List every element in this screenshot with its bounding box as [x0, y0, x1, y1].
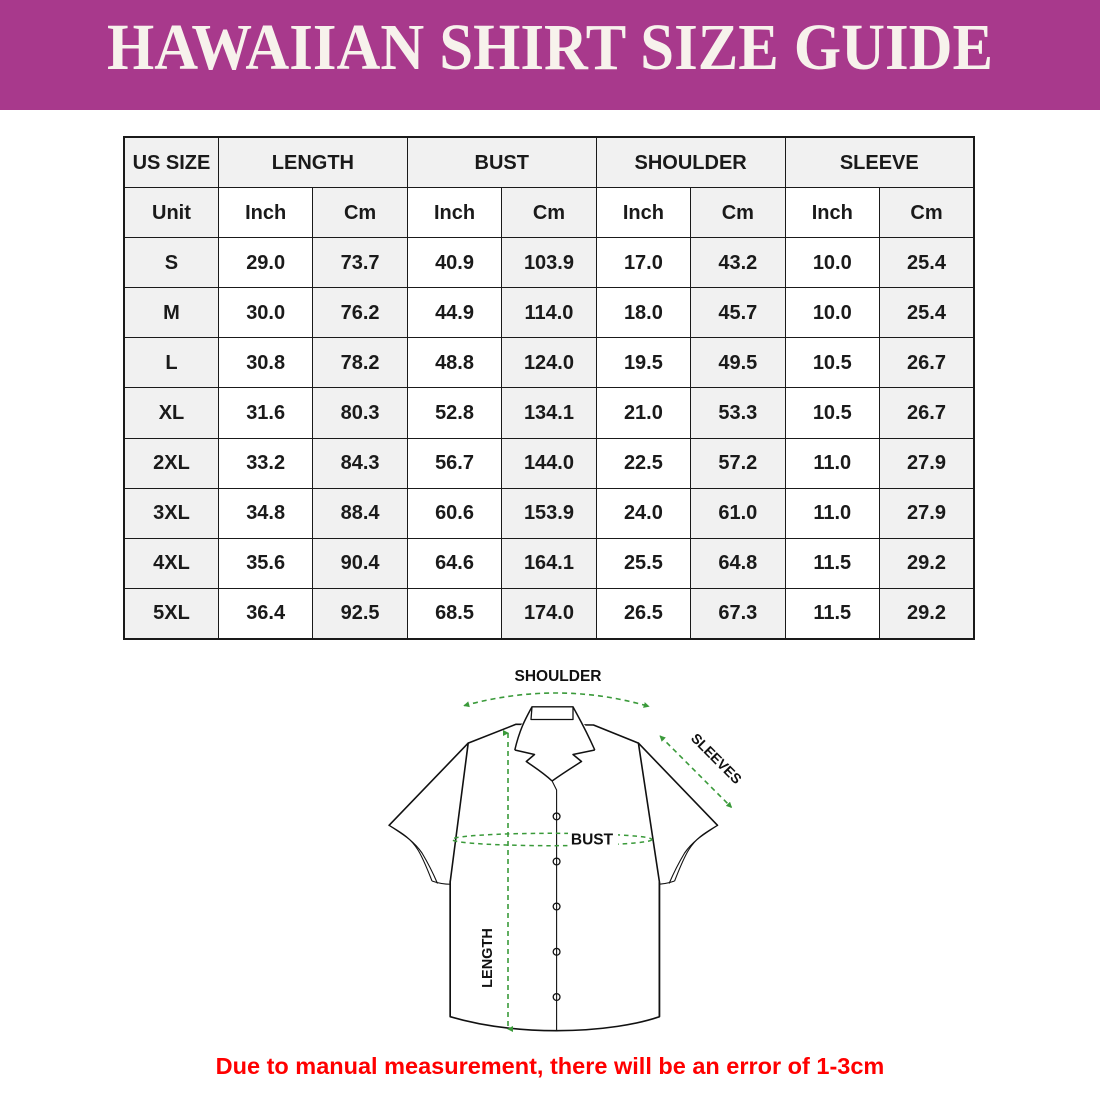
- svg-text:BUST: BUST: [571, 832, 614, 849]
- svg-text:LENGTH: LENGTH: [480, 928, 496, 988]
- svg-text:SHOULDER: SHOULDER: [515, 670, 602, 685]
- svg-text:SLEEVES: SLEEVES: [688, 730, 745, 787]
